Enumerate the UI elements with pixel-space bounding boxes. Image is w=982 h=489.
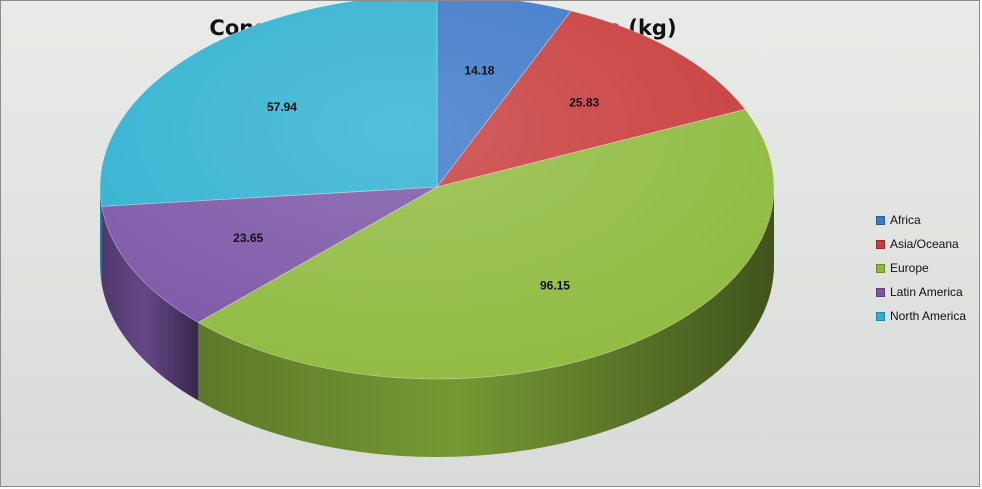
legend-label-africa: Africa [890, 213, 921, 227]
data-label-africa: 14.18 [464, 63, 494, 77]
pie-tops [99, 1, 775, 380]
legend-item-asia-oceana: Asia/Oceana [876, 232, 966, 256]
legend: Africa Asia/Oceana Europe Latin America Nort… [876, 208, 966, 328]
pie-data-labels: 14.18 25.83 96.15 23.65 57.94 [233, 63, 599, 292]
data-label-latin-america: 23.65 [233, 231, 263, 245]
data-label-europe: 96.15 [540, 278, 570, 292]
legend-swatch-north-america [876, 311, 885, 321]
data-label-asia-oceana: 25.83 [569, 96, 599, 110]
data-label-north-america: 57.94 [267, 100, 297, 114]
legend-item-north-america: North America [876, 304, 966, 328]
legend-item-europe: Europe [876, 256, 966, 280]
legend-item-africa: Africa [876, 208, 966, 232]
legend-label-asia-oceana: Asia/Oceana [890, 237, 959, 251]
legend-label-latin-america: Latin America [890, 285, 963, 299]
legend-swatch-latin-america [876, 287, 885, 297]
legend-swatch-europe [876, 263, 885, 273]
legend-swatch-asia-oceana [876, 239, 885, 249]
legend-label-europe: Europe [890, 261, 929, 275]
legend-item-latin-america: Latin America [876, 280, 966, 304]
pie-side-europe [198, 187, 775, 457]
legend-label-north-america: North America [890, 309, 967, 323]
legend-swatch-africa [876, 215, 885, 225]
